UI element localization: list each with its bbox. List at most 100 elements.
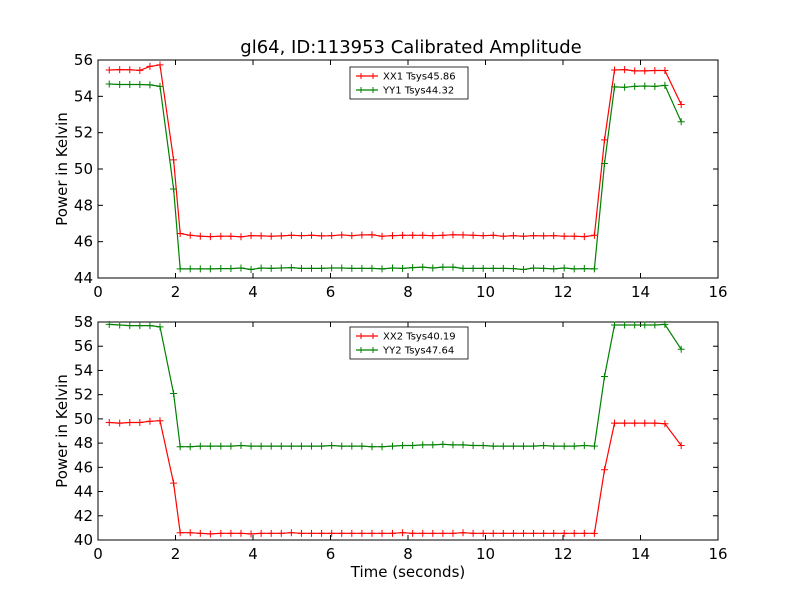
data-point bbox=[389, 232, 396, 240]
data-point bbox=[580, 529, 588, 537]
data-point bbox=[348, 529, 356, 537]
data-point bbox=[338, 529, 346, 537]
data-point bbox=[590, 442, 598, 450]
x-tick-label: 8 bbox=[403, 545, 413, 563]
data-point bbox=[156, 417, 164, 425]
legend-box bbox=[349, 326, 469, 360]
data-point bbox=[499, 442, 507, 450]
data-point bbox=[297, 232, 305, 240]
x-tick-label: 0 bbox=[93, 545, 103, 563]
x-tick-label: 14 bbox=[631, 283, 650, 301]
data-point bbox=[530, 264, 538, 272]
data-point bbox=[206, 233, 214, 241]
data-point bbox=[519, 529, 527, 537]
data-point bbox=[631, 67, 639, 75]
data-point bbox=[550, 529, 558, 537]
data-point bbox=[126, 419, 134, 427]
data-point bbox=[469, 529, 477, 537]
data-point bbox=[146, 322, 154, 330]
data-point bbox=[550, 442, 558, 450]
data-point bbox=[126, 81, 134, 89]
data-point bbox=[308, 231, 316, 239]
data-point bbox=[661, 420, 669, 428]
data-point bbox=[328, 529, 336, 537]
data-point bbox=[389, 529, 396, 537]
data-point bbox=[136, 81, 144, 89]
data-point bbox=[277, 442, 285, 450]
data-point bbox=[677, 101, 685, 109]
data-point bbox=[611, 83, 619, 91]
data-point bbox=[661, 320, 669, 328]
data-point bbox=[399, 231, 407, 239]
data-point bbox=[328, 442, 336, 450]
data-point bbox=[530, 232, 538, 240]
data-point bbox=[590, 231, 598, 239]
data-point bbox=[429, 264, 437, 272]
data-point bbox=[479, 232, 487, 240]
data-point bbox=[206, 265, 214, 273]
legend-label: YY1 Tsys44.32 bbox=[382, 86, 454, 97]
data-point bbox=[378, 265, 386, 273]
data-point bbox=[560, 442, 568, 450]
data-point bbox=[237, 442, 245, 450]
data-point bbox=[156, 323, 164, 331]
data-point bbox=[170, 156, 178, 164]
data-point bbox=[621, 321, 629, 329]
data-point bbox=[277, 529, 285, 537]
data-point bbox=[170, 185, 178, 193]
data-point bbox=[389, 264, 396, 272]
data-point bbox=[611, 321, 619, 329]
data-point bbox=[156, 61, 164, 69]
data-point bbox=[631, 419, 639, 427]
x-tick-label: 2 bbox=[171, 283, 181, 301]
data-point bbox=[570, 442, 578, 450]
data-point bbox=[170, 389, 178, 397]
data-point bbox=[378, 232, 386, 240]
x-axis-label: Time (seconds) bbox=[350, 563, 466, 581]
x-tick-label: 12 bbox=[553, 283, 572, 301]
data-point bbox=[419, 441, 427, 449]
data-point bbox=[116, 419, 124, 427]
data-point bbox=[257, 529, 265, 537]
data-point bbox=[611, 66, 619, 74]
data-point bbox=[641, 419, 649, 427]
data-point bbox=[509, 442, 517, 450]
data-point bbox=[439, 231, 447, 239]
data-point bbox=[419, 263, 427, 271]
data-point bbox=[217, 529, 225, 537]
data-point bbox=[631, 82, 639, 90]
x-tick-label: 6 bbox=[326, 545, 336, 563]
data-point bbox=[677, 118, 685, 126]
data-point bbox=[308, 529, 316, 537]
data-point bbox=[136, 419, 144, 427]
data-point bbox=[519, 442, 527, 450]
data-point bbox=[611, 419, 619, 427]
data-point bbox=[318, 529, 326, 537]
data-point bbox=[217, 232, 225, 240]
data-point bbox=[227, 265, 235, 273]
data-point bbox=[560, 232, 568, 240]
data-point bbox=[600, 136, 608, 144]
data-point bbox=[237, 264, 245, 272]
y-axis-label: Power in Kelvin bbox=[53, 374, 71, 488]
data-point bbox=[105, 419, 113, 427]
y-tick-label: 44 bbox=[74, 269, 93, 287]
x-tick-label: 10 bbox=[476, 283, 495, 301]
data-point bbox=[641, 321, 649, 329]
data-point bbox=[287, 529, 295, 537]
data-point bbox=[509, 232, 517, 240]
data-point bbox=[287, 264, 295, 272]
data-point bbox=[368, 264, 376, 272]
data-point bbox=[429, 232, 437, 240]
data-point bbox=[287, 442, 295, 450]
data-point bbox=[257, 264, 265, 272]
legend-box bbox=[349, 66, 469, 100]
data-point bbox=[429, 529, 437, 537]
chart-title: gl64, ID:113953 Calibrated Amplitude bbox=[240, 37, 581, 58]
data-point bbox=[600, 160, 608, 168]
data-point bbox=[227, 442, 235, 450]
data-point bbox=[247, 265, 255, 273]
data-point bbox=[338, 231, 346, 239]
data-point bbox=[105, 66, 113, 74]
